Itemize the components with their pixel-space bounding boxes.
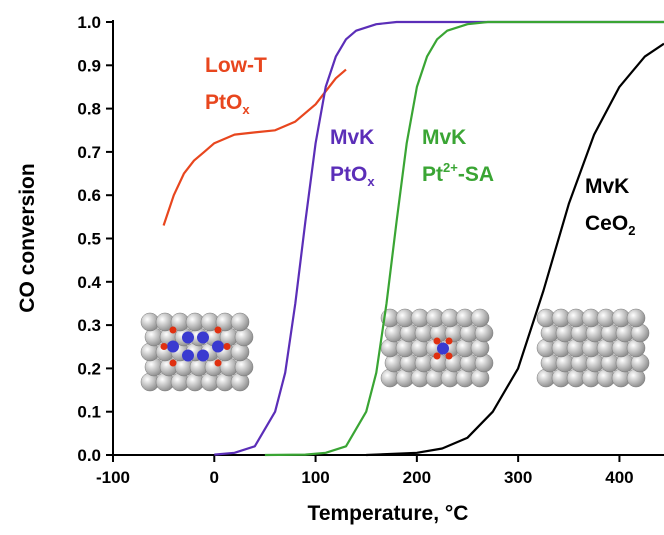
o-atom	[214, 326, 222, 334]
annotation-part: 2	[628, 223, 635, 238]
x-axis-title: Temperature, °C	[308, 502, 469, 525]
o-atom	[433, 337, 441, 345]
pt-atom	[197, 331, 209, 344]
y-axis-title: CO conversion	[16, 163, 39, 312]
pt-atom	[212, 340, 224, 353]
o-atom	[223, 343, 231, 350]
data-line	[366, 42, 664, 457]
atom	[470, 308, 490, 328]
y-tick-label: 1.0	[77, 13, 101, 32]
pt-atom	[167, 340, 179, 353]
annotation-part: PtO	[205, 91, 242, 114]
annotation: PtOx	[330, 163, 375, 189]
y-tick-label: 0.1	[77, 403, 101, 422]
annotation: Low-T	[205, 54, 267, 77]
annotation-part: MvK	[330, 126, 374, 149]
x-tick-label: 300	[504, 468, 532, 487]
annotation-part: PtO	[330, 163, 367, 186]
pt-atom	[437, 342, 449, 355]
o-atom	[445, 337, 453, 345]
annotation: MvK	[585, 175, 629, 198]
annotation-part: -SA	[458, 163, 494, 186]
o-atom	[169, 359, 177, 367]
annotation: CeO2	[585, 212, 635, 238]
pt-atom	[182, 331, 194, 344]
o-atom	[445, 352, 453, 360]
annotation-part: Low-T	[205, 54, 267, 77]
o-atom	[160, 343, 168, 350]
annotation: MvK	[330, 126, 374, 149]
o-atom	[214, 359, 222, 367]
annotation-part: x	[367, 174, 375, 189]
annotation: PtOx	[205, 91, 250, 117]
annotation-part: CeO	[585, 212, 628, 235]
y-tick-label: 0.7	[77, 143, 101, 162]
annotation-part: MvK	[585, 175, 629, 198]
annotation-part: x	[242, 102, 250, 117]
y-tick-label: 0.5	[77, 230, 101, 249]
annotation: MvK	[422, 126, 466, 149]
atom	[626, 308, 646, 328]
structure-illustration	[380, 308, 494, 388]
data-line	[214, 20, 664, 456]
o-atom	[433, 352, 441, 360]
x-tick-label: 400	[605, 468, 633, 487]
x-tick-label: 0	[210, 468, 219, 487]
structure-illustration	[140, 312, 254, 392]
pt-atom	[182, 349, 194, 362]
x-tick-label: 200	[403, 468, 431, 487]
y-tick-label: 0.2	[77, 359, 101, 378]
data-line	[264, 20, 664, 457]
y-tick-label: 0.4	[77, 273, 101, 292]
y-tick-label: 0.9	[77, 56, 101, 75]
annotation-part: MvK	[422, 126, 466, 149]
x-tick-label: 100	[301, 468, 329, 487]
data-line	[162, 68, 347, 226]
structure-illustration	[536, 308, 650, 388]
y-tick-label: 0.8	[77, 100, 101, 119]
y-tick-label: 0.0	[77, 446, 101, 465]
annotation-part: 2+	[443, 160, 458, 175]
o-atom	[169, 326, 177, 334]
pt-atom	[197, 349, 209, 362]
annotation: Pt2+-SA	[422, 160, 494, 186]
atom	[230, 312, 250, 332]
annotation-part: Pt	[422, 163, 443, 186]
x-tick-label: -100	[96, 468, 130, 487]
y-tick-label: 0.3	[77, 316, 101, 335]
y-tick-label: 0.6	[77, 186, 101, 205]
